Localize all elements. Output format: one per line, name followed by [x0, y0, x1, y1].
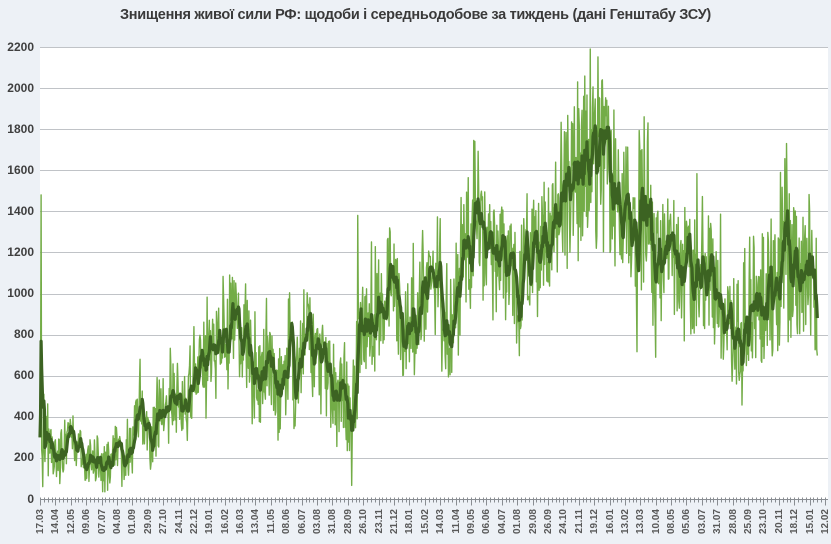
y-axis-label: 1000 — [7, 286, 34, 301]
x-axis-label: 23.10 — [758, 509, 770, 535]
x-axis-label: 13.03 — [635, 509, 647, 535]
y-axis-label: 800 — [13, 327, 34, 342]
x-axis-label: 04.08 — [111, 509, 123, 535]
x-axis-label: 28.08 — [727, 509, 739, 535]
y-axis-label: 1600 — [7, 162, 34, 177]
x-axis-label: 26.10 — [358, 509, 370, 535]
x-axis-label: 31.07 — [712, 509, 724, 535]
x-axis-label: 16.02 — [219, 509, 231, 535]
x-axis-label: 06.07 — [296, 509, 308, 535]
x-axis-label: 15.02 — [419, 509, 431, 535]
x-axis-label: 01.09 — [127, 509, 139, 535]
x-axis-label: 14.03 — [435, 509, 447, 535]
x-axis-label: 28.09 — [342, 509, 354, 535]
x-axis-label: 08.06 — [281, 509, 293, 535]
x-axis-label: 01.08 — [512, 509, 524, 535]
y-axis-label: 1400 — [7, 203, 34, 218]
x-axis-label: 27.10 — [158, 509, 170, 535]
y-axis-label: 200 — [13, 450, 34, 465]
x-axis-label: 04.07 — [496, 509, 508, 535]
x-axis-label: 24.11 — [173, 509, 185, 534]
y-axis-label: 0 — [27, 491, 34, 506]
x-axis-label: 29.08 — [527, 509, 539, 535]
x-axis-label: 18.12 — [789, 509, 801, 535]
x-axis-label: 11.05 — [265, 509, 277, 534]
x-axis-label: 12.05 — [65, 509, 77, 535]
x-axis-label: 05.06 — [681, 509, 693, 535]
x-axis-label: 23.11 — [373, 509, 385, 534]
x-axis-label: 14.04 — [50, 509, 62, 535]
x-axis-label: 16.01 — [604, 509, 616, 535]
x-axis-label: 21.11 — [573, 509, 585, 534]
x-axis-label: 07.07 — [96, 509, 108, 535]
y-axis-label: 2200 — [7, 39, 34, 54]
x-axis-label: 24.10 — [558, 509, 570, 535]
x-axis-label: 26.09 — [542, 509, 554, 535]
x-axis-label: 03.08 — [312, 509, 324, 535]
x-axis-label: 13.04 — [250, 509, 262, 535]
x-axis-label: 13.02 — [619, 509, 631, 535]
x-axis-label: 09.05 — [465, 509, 477, 535]
x-axis-label: 29.09 — [142, 509, 154, 535]
x-axis-label: 19.01 — [204, 509, 216, 535]
y-axis-label: 600 — [13, 368, 34, 383]
chart-title: Знищення живої сили РФ: щодоби і середнь… — [120, 7, 711, 23]
x-axis-label: 12.02 — [820, 509, 831, 535]
x-axis-label: 20.11 — [773, 509, 785, 534]
x-axis-label: 11.04 — [450, 509, 462, 534]
x-axis-label: 17.03 — [35, 509, 46, 535]
x-axis-label: 15.01 — [804, 509, 816, 535]
y-axis-label: 1800 — [7, 121, 34, 136]
y-axis-label: 1200 — [7, 244, 34, 259]
x-axis-label: 16.03 — [235, 509, 247, 535]
y-axis-label: 400 — [13, 409, 34, 424]
x-axis-label: 10.04 — [650, 509, 662, 535]
x-axis-label: 18.01 — [404, 509, 416, 535]
x-axis-label: 21.12 — [389, 509, 401, 535]
x-axis-label: 25.09 — [743, 509, 755, 535]
x-axis-label: 03.07 — [696, 509, 708, 535]
x-axis-label: 19.12 — [589, 509, 601, 535]
x-axis-label: 22.12 — [188, 509, 200, 535]
x-axis-label: 08.05 — [666, 509, 678, 535]
x-axis-label: 31.08 — [327, 509, 339, 535]
x-axis-label: 06.06 — [481, 509, 493, 535]
y-axis-label: 2000 — [7, 80, 34, 95]
x-axis-label: 09.06 — [81, 509, 93, 535]
